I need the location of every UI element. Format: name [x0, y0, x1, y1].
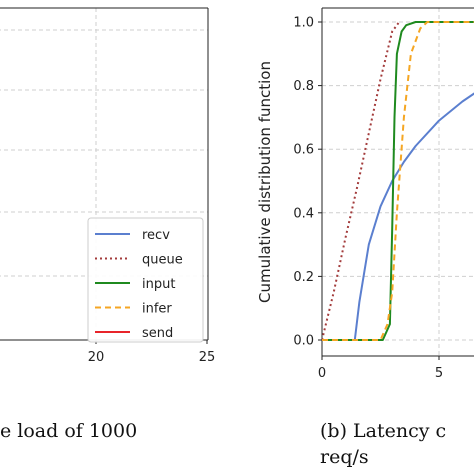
caption-panel-b-line2: req/s [320, 446, 369, 468]
legend-box [87, 217, 204, 343]
panel-b-ylabel: Cumulative distribution function [256, 61, 274, 303]
panel-b-ytick-label: 0.2 [293, 270, 314, 285]
series-line-infer [322, 21, 474, 341]
panel-b-ytick-label: 0.4 [293, 206, 314, 221]
panel-b-ytick-label: 0.8 [293, 79, 314, 94]
legend-label-infer: infer [142, 302, 172, 317]
legend-label-recv: recv [142, 228, 170, 243]
legend-label-queue: queue [142, 253, 183, 268]
panel-b-ytick-label: 1.0 [293, 16, 314, 31]
panel-b-xtick-label: 0 [318, 366, 326, 381]
legend-label-send: send [142, 326, 173, 341]
panel-b-ytick-label: 0.0 [293, 334, 314, 349]
panel-b: 0.0 0.2 0.4 0.6 0.8 1.0 0 5 Cumulative distribut… [256, 7, 474, 381]
panel-a-xtick-label: 20 [88, 350, 105, 365]
panel-a-xtick-label: 25 [199, 350, 216, 365]
panel-a: 20 25 recv queue input infer send [0, 7, 216, 365]
series-line-recv [353, 92, 474, 341]
panel-b-ytick-label: 0.6 [293, 143, 314, 158]
caption-panel-a: e load of 1000 [0, 420, 138, 442]
legend-label-input: input [142, 277, 175, 292]
caption-panel-b-line1: (b) Latency c [320, 420, 447, 442]
panel-b-xtick-label: 5 [435, 366, 443, 381]
series-line-input [322, 21, 474, 341]
panel-b-series [322, 21, 474, 341]
